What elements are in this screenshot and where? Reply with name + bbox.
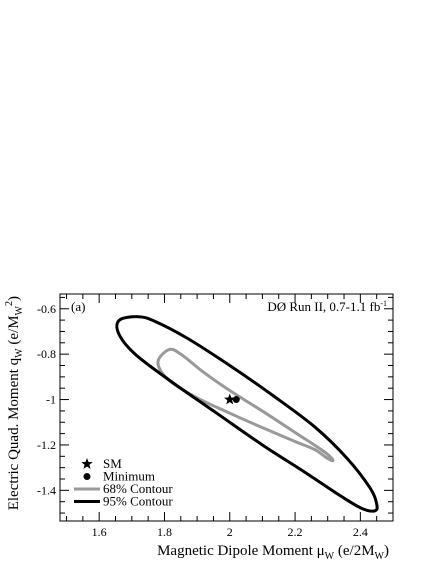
- y-axis-label-sub: W: [14, 348, 25, 358]
- x-axis-label-text: Magnetic Dipole Moment μ: [157, 543, 325, 559]
- y-tick-label: -0.6: [37, 302, 56, 316]
- y-axis-label-unit-sup: 2: [4, 301, 15, 306]
- y-axis-label-unit: (e/M: [6, 315, 22, 348]
- panel-label: (a): [71, 299, 85, 314]
- x-axis-label-unit-sub: W: [375, 551, 385, 562]
- y-tick-label: -0.8: [37, 347, 56, 361]
- legend-circle-icon: [83, 473, 91, 480]
- x-axis-label-sub: W: [325, 551, 335, 562]
- x-axis-label-unit: (e/2M: [334, 543, 374, 559]
- x-tick-label: 2.2: [288, 525, 303, 539]
- contour-68: [156, 347, 335, 463]
- legend-label: 95% Contour: [103, 494, 173, 509]
- experiment-label: DØ Run II, 0.7-1.1 fb-1: [267, 299, 387, 314]
- legend-label: SM: [103, 456, 122, 471]
- legend-label: 68% Contour: [103, 481, 173, 496]
- y-axis-label: Electric Quad. Moment qW (e/MW2): [4, 296, 25, 510]
- y-tick-label: -1: [46, 393, 56, 407]
- x-axis-label: Magnetic Dipole Moment μW (e/2MW): [157, 543, 389, 562]
- plot-frame: [59, 293, 394, 522]
- experiment-label-text: DØ Run II, 0.7-1.1 fb: [267, 299, 380, 314]
- contours: [115, 315, 379, 513]
- x-axis-label-unit-suffix: ): [384, 543, 389, 559]
- sm-point: [224, 393, 236, 405]
- x-tick-label: 2: [227, 525, 233, 539]
- y-axis-label-unit-suffix: ): [6, 296, 22, 301]
- legend-star-icon: [81, 458, 93, 469]
- minimum-point: [232, 396, 240, 404]
- x-tick-label: 1.8: [157, 525, 172, 539]
- y-tick-label: -1.4: [37, 483, 56, 497]
- legend-label: Minimum: [103, 469, 155, 484]
- y-tick-label: -1.2: [37, 438, 56, 452]
- y-axis-label-unit-sub: W: [14, 305, 25, 315]
- data-points: [224, 393, 240, 405]
- axis-ticks: 1.6 1.8 2 2.2 2.4 -0.6 -0.8 -1 -1.2 -1.4: [37, 294, 394, 539]
- x-tick-label: 1.6: [92, 525, 107, 539]
- contour-95: [115, 315, 379, 513]
- x-tick-label: 2.4: [353, 525, 368, 539]
- experiment-label-sup: -1: [380, 299, 387, 308]
- y-axis-label-text: Electric Quad. Moment q: [6, 357, 22, 510]
